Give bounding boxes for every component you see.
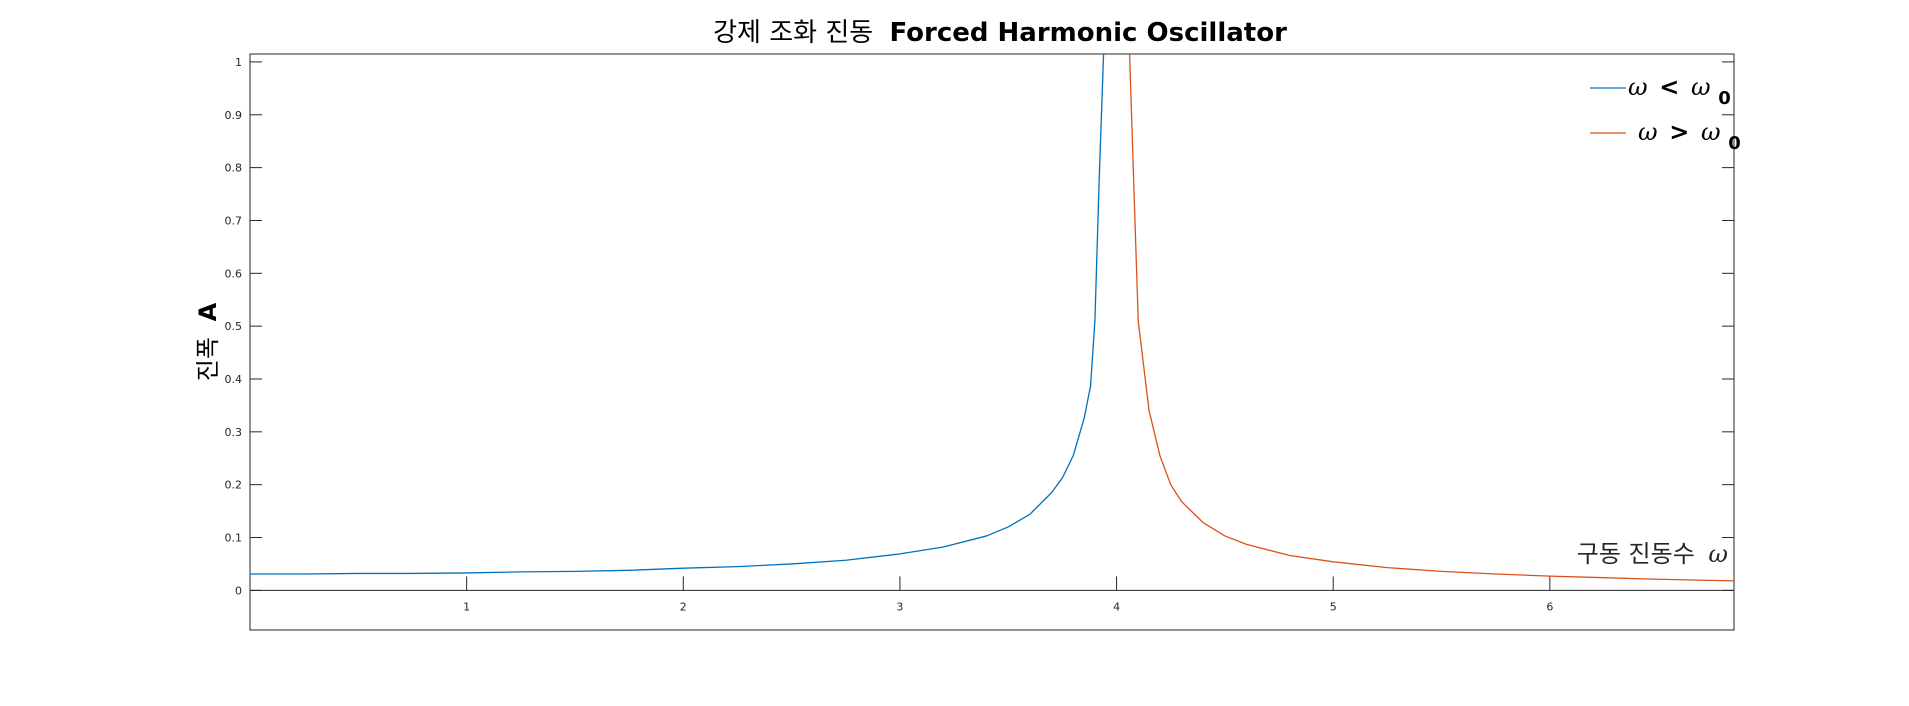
legend-label-above-sub: 0 — [1728, 133, 1741, 154]
legend-label-below-lhs: ω — [1628, 73, 1648, 101]
plot-frame — [249, 53, 1735, 631]
legend-entry-below-resonance: ω < ω 0 — [1590, 73, 1731, 109]
chart-title-korean: 강제 조화 진동 — [713, 18, 873, 48]
x-tick-label: 4 — [1113, 600, 1120, 613]
series-layer — [250, 54, 1734, 582]
x-tick-label: 3 — [896, 600, 903, 613]
x-axis-ticks: 1 2 3 4 5 6 — [463, 576, 1553, 613]
y-axis-ticks: 0 0.1 0.2 0.3 0.4 0.5 0.6 0.7 0.8 0.9 1 — [225, 56, 1734, 597]
y-axis-label-korean: 진폭 — [194, 337, 222, 381]
x-axis-label-symbol: ω — [1708, 540, 1728, 568]
y-axis-label: 진폭 A — [194, 302, 222, 381]
y-tick-label: 0.9 — [225, 109, 243, 122]
legend-label-below-resonance: ω < ω 0 — [1628, 73, 1731, 109]
x-axis-label-text: 구동 진동수 — [1577, 540, 1695, 568]
legend-label-below-op: < — [1659, 73, 1679, 101]
series-line-below-resonance — [250, 54, 1105, 575]
y-tick-label: 1 — [235, 56, 242, 69]
plot-area: 1 2 3 4 5 6 0 0.1 0.2 0.3 0.4 0.5 0.6 0.7 0.8 0.9 1 — [225, 53, 1735, 631]
y-tick-label: 0.3 — [225, 426, 243, 439]
legend-label-above-resonance: ω > ω 0 — [1638, 118, 1741, 154]
x-tick-label: 6 — [1546, 600, 1553, 613]
y-tick-label: 0.8 — [225, 162, 243, 175]
y-tick-label: 0.1 — [225, 532, 243, 545]
legend-entry-above-resonance: ω > ω 0 — [1590, 118, 1741, 154]
legend-label-below-sub: 0 — [1718, 88, 1731, 109]
chart-title: 강제 조화 진동 Forced Harmonic Oscillator — [713, 18, 1287, 48]
legend-label-above-lhs: ω — [1638, 118, 1658, 146]
y-tick-label: 0.7 — [225, 214, 243, 227]
x-axis-label: 구동 진동수 ω — [1577, 540, 1728, 568]
x-tick-label: 2 — [680, 600, 687, 613]
chart-title-english: Forced Harmonic Oscillator — [889, 18, 1287, 48]
y-tick-label: 0.5 — [225, 320, 243, 333]
y-tick-label: 0.2 — [225, 479, 243, 492]
series-line-above-resonance — [1128, 54, 1734, 582]
x-tick-label: 1 — [463, 600, 470, 613]
y-tick-label: 0 — [235, 584, 242, 597]
legend-label-above-op: > — [1669, 118, 1689, 146]
legend-label-below-rhs: ω — [1691, 73, 1711, 101]
y-tick-label: 0.4 — [225, 373, 243, 386]
x-tick-label: 5 — [1330, 600, 1337, 613]
y-tick-label: 0.6 — [225, 267, 243, 280]
legend: ω < ω 0 ω > ω 0 — [1590, 73, 1741, 154]
legend-label-above-rhs: ω — [1701, 118, 1721, 146]
y-axis-label-symbol: A — [194, 302, 222, 321]
